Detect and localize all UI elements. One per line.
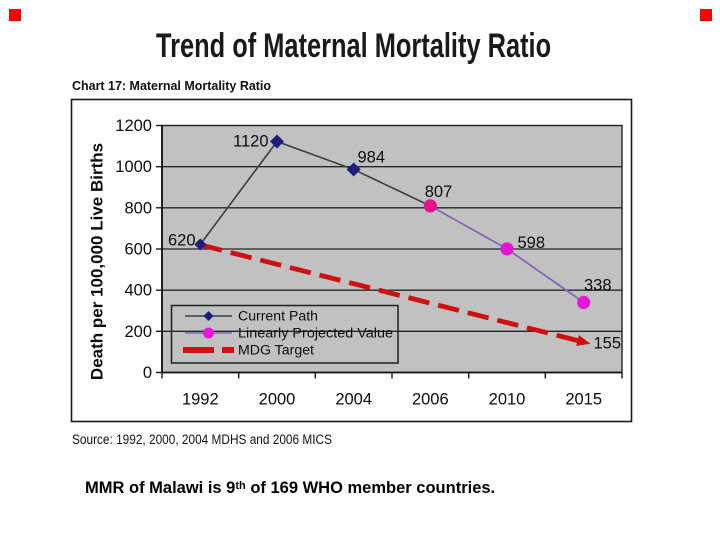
svg-text:800: 800 — [124, 199, 152, 217]
svg-text:984: 984 — [358, 149, 386, 167]
svg-text:620: 620 — [168, 231, 196, 249]
svg-text:Current Path: Current Path — [238, 309, 318, 324]
svg-text:155: 155 — [594, 335, 622, 353]
svg-text:338: 338 — [584, 277, 612, 295]
svg-text:2010: 2010 — [489, 391, 526, 409]
svg-text:2015: 2015 — [565, 391, 602, 409]
svg-text:1120: 1120 — [233, 133, 268, 151]
svg-text:0: 0 — [143, 364, 152, 382]
svg-text:598: 598 — [518, 234, 546, 252]
svg-text:600: 600 — [124, 241, 152, 259]
svg-text:2004: 2004 — [335, 391, 372, 409]
svg-text:2000: 2000 — [259, 391, 296, 409]
svg-text:Death per 100,000 Live Births: Death per 100,000 Live Births — [88, 143, 107, 380]
svg-text:200: 200 — [124, 323, 152, 341]
svg-text:2006: 2006 — [412, 391, 449, 409]
svg-text:Linearly Projected Value: Linearly Projected Value — [238, 326, 393, 341]
svg-text:400: 400 — [124, 282, 152, 300]
svg-text:1992: 1992 — [182, 391, 219, 409]
svg-text:1000: 1000 — [115, 158, 152, 176]
svg-text:MDG Target: MDG Target — [238, 343, 314, 358]
svg-text:1200: 1200 — [115, 117, 152, 135]
svg-text:807: 807 — [425, 183, 453, 201]
